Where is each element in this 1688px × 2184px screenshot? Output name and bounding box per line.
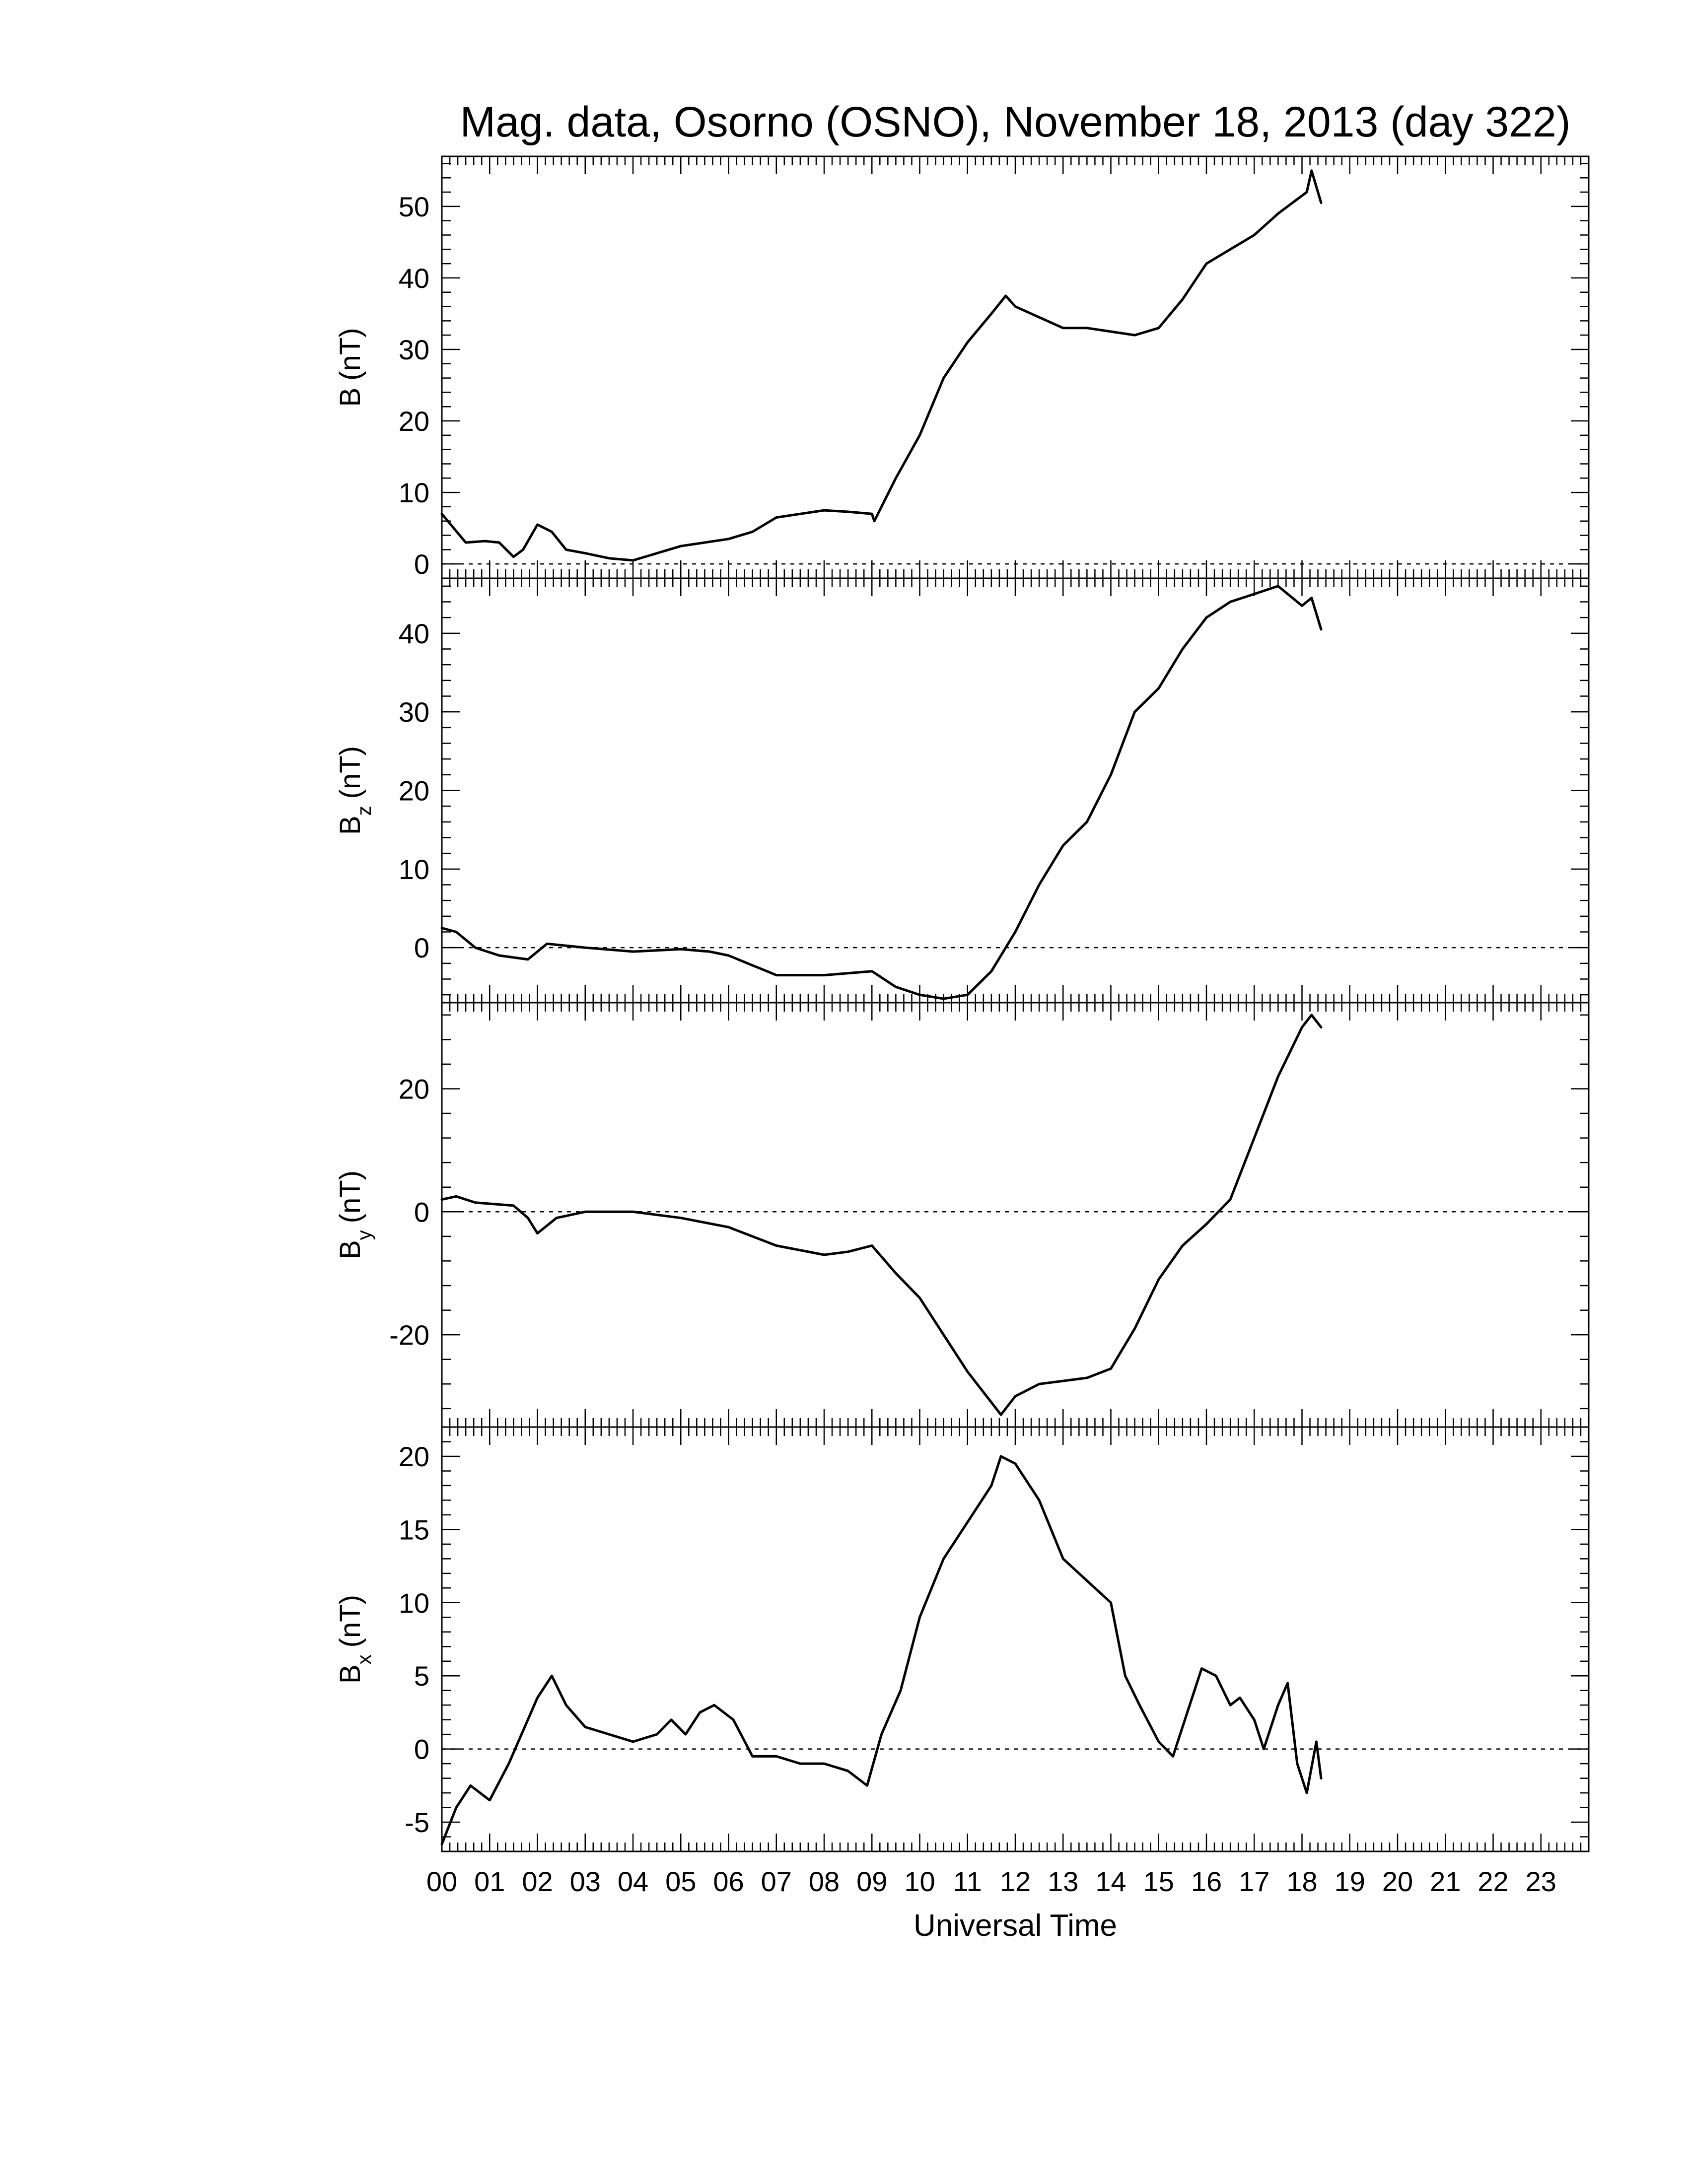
y-ticks-bx: -5 0 5 10 15 20 — [399, 1426, 1589, 1852]
y-tick-label: 40 — [399, 263, 429, 294]
y-tick-label: 20 — [399, 775, 429, 807]
y-tick-label: 30 — [399, 696, 429, 728]
x-tick-label: 19 — [1335, 1866, 1365, 1897]
y-ticks-bz: 0 10 20 30 40 — [399, 585, 1589, 996]
x-tick-label: 18 — [1286, 1866, 1317, 1897]
x-ticks-bz — [441, 578, 1590, 1003]
y-axis-label-bz: Bz (nT) — [334, 746, 375, 835]
y-tick-label: 10 — [399, 1587, 429, 1619]
y-tick-label: 20 — [399, 1073, 429, 1104]
y-tick-label: -20 — [389, 1319, 429, 1351]
y-tick-label: 0 — [414, 548, 429, 580]
x-tick-label: 12 — [1000, 1866, 1031, 1897]
series-line-bx — [440, 1455, 1323, 1845]
y-axis-label-b: B (nT) — [334, 328, 366, 407]
x-tick-label: 07 — [761, 1866, 792, 1897]
y-axis-label-bx: Bx (nT) — [334, 1595, 375, 1684]
panel-bz: 0 10 20 30 40 Bz (nT) — [334, 577, 1590, 1004]
y-axis-label-unit: (nT) — [334, 1170, 366, 1223]
x-axis-label: Universal Time — [914, 1909, 1117, 1943]
x-ticks-bx — [441, 1427, 1590, 1851]
panel-frame-b — [441, 155, 1590, 579]
y-axis-label-main: B — [334, 1240, 366, 1259]
y-tick-label: 50 — [399, 191, 429, 222]
y-axis-label-sub: y — [353, 1230, 375, 1240]
y-ticks-b: 0 10 20 30 40 50 — [399, 163, 1589, 580]
panel-b: 0 10 20 30 40 50 B (nT) — [334, 155, 1590, 580]
y-axis-label-by: By (nT) — [334, 1170, 375, 1259]
y-axis-label-main: B — [334, 816, 366, 835]
y-axis-label-main: B — [334, 388, 366, 407]
x-tick-label: 13 — [1048, 1866, 1078, 1897]
y-tick-label: 15 — [399, 1514, 429, 1545]
y-axis-label-main: B — [334, 1664, 366, 1684]
y-tick-label: 10 — [399, 477, 429, 508]
x-tick-label: 17 — [1239, 1866, 1269, 1897]
panel-by: -20 0 20 By (nT) — [334, 1002, 1590, 1428]
panel-frame-by — [441, 1002, 1590, 1428]
x-tick-label: 01 — [474, 1866, 505, 1897]
y-tick-label: 0 — [414, 1196, 429, 1228]
x-tick-label: 20 — [1382, 1866, 1413, 1897]
x-tick-label: 02 — [522, 1866, 553, 1897]
y-tick-label: 5 — [414, 1660, 429, 1692]
y-tick-label: 30 — [399, 334, 429, 365]
x-tick-label: 10 — [904, 1866, 935, 1897]
y-axis-label-sub: z — [353, 806, 375, 816]
x-tick-label: 16 — [1191, 1866, 1222, 1897]
y-axis-label-sub: x — [353, 1654, 375, 1664]
y-ticks-by: -20 0 20 — [389, 1014, 1589, 1410]
series-line-b — [440, 169, 1323, 562]
x-tick-label: 09 — [856, 1866, 887, 1897]
y-tick-label: 20 — [399, 1441, 429, 1472]
x-tick-label: 11 — [953, 1866, 982, 1897]
x-tick-label: 15 — [1143, 1866, 1174, 1897]
x-tick-label: 00 — [426, 1866, 457, 1897]
x-tick-labels: 00 01 02 03 04 05 06 07 08 09 10 11 12 13 14 15 16 17 18 19… — [426, 1866, 1556, 1897]
x-ticks-by — [441, 1003, 1590, 1427]
x-tick-label: 22 — [1477, 1866, 1508, 1897]
panel-frame-bx — [441, 1426, 1590, 1852]
x-tick-label: 05 — [665, 1866, 696, 1897]
y-tick-label: 0 — [414, 932, 429, 963]
x-tick-label: 14 — [1095, 1866, 1126, 1897]
y-tick-label: 20 — [399, 406, 429, 437]
x-tick-label: 21 — [1430, 1866, 1461, 1897]
chart-title: Mag. data, Osorno (OSNO), November 18, 2… — [460, 98, 1570, 146]
x-tick-label: 08 — [809, 1866, 840, 1897]
y-axis-label-unit: (nT) — [334, 328, 366, 380]
y-axis-label-unit: (nT) — [334, 746, 366, 799]
x-ticks-b — [441, 156, 1590, 578]
panel-frame-bz — [441, 577, 1590, 1004]
x-tick-label: 06 — [713, 1866, 744, 1897]
y-axis-label-unit: (nT) — [334, 1595, 366, 1647]
x-tick-label: 04 — [618, 1866, 648, 1897]
x-tick-label: 23 — [1526, 1866, 1556, 1897]
y-tick-label: -5 — [405, 1807, 429, 1838]
series-line-by — [440, 1014, 1323, 1416]
x-tick-label: 03 — [570, 1866, 601, 1897]
series-line-bz — [440, 585, 1323, 1000]
panel-bx: -5 0 5 10 15 20 Bx (nT) — [334, 1426, 1590, 1852]
y-tick-label: 0 — [414, 1734, 429, 1765]
y-tick-label: 40 — [399, 618, 429, 649]
y-tick-label: 10 — [399, 854, 429, 885]
panels: 01020304050B(nT)010203040Bz(nT)-20020By(… — [334, 155, 1590, 1852]
